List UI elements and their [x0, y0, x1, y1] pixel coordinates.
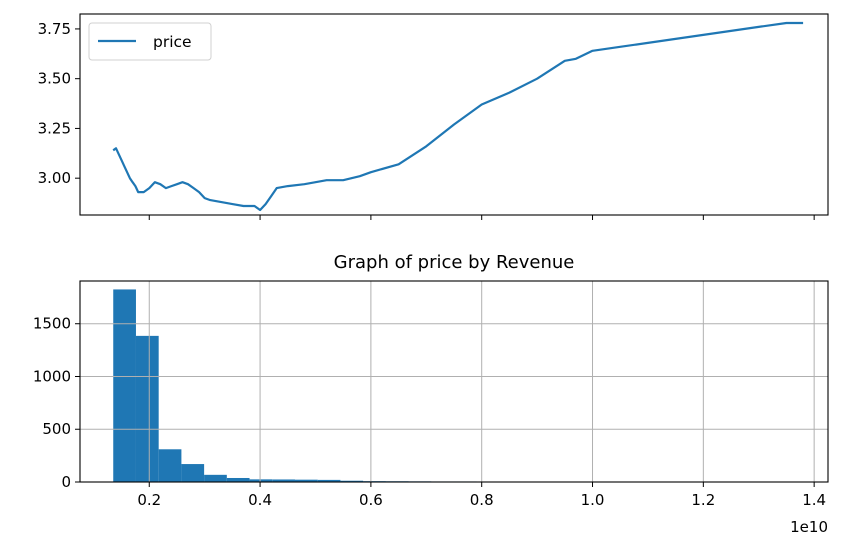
line-x-ticks: [148, 215, 815, 220]
legend: price: [88, 22, 212, 61]
y-tick-label: 3.25: [38, 119, 71, 137]
x-tick-label: 1.4: [802, 491, 826, 509]
histogram-bar: [340, 480, 364, 482]
histogram-bar: [113, 289, 136, 482]
histogram-bar: [135, 335, 159, 482]
histogram-bars: [113, 289, 804, 482]
legend-label-price: price: [153, 33, 192, 51]
histogram-bar: [317, 479, 341, 482]
x-tick-label: 0.8: [470, 491, 494, 509]
line-y-ticks: 3.00 3.25 3.50 3.75: [38, 20, 80, 187]
line-subplot: 3.00 3.25 3.50 3.75 price: [38, 13, 829, 220]
histogram-title: Graph of price by Revenue: [334, 252, 575, 273]
x-tick-label: 1.2: [691, 491, 715, 509]
x-axis-offset-label: 1e10: [790, 518, 828, 536]
x-tick-label: 0.4: [248, 491, 272, 509]
x-tick-label: 0.6: [359, 491, 383, 509]
x-tick-label: 0.2: [137, 491, 161, 509]
histogram-bar: [158, 449, 182, 482]
histogram-bar: [204, 474, 227, 482]
y-tick-label: 3.00: [38, 169, 71, 187]
y-tick-label: 3.50: [38, 70, 71, 88]
histogram-bar: [272, 479, 295, 482]
histogram-bar: [181, 464, 205, 482]
x-tick-label: 1.0: [581, 491, 605, 509]
histogram-y-ticks: 0 500 1000 1500: [33, 315, 80, 491]
line-axes-frame: [79, 13, 829, 216]
y-tick-label: 3.75: [38, 20, 71, 38]
histogram-x-ticks: 0.2 0.4 0.6 0.8 1.0 1.2 1.4: [137, 482, 826, 509]
histogram-bar: [294, 479, 318, 482]
histogram-bar: [249, 479, 273, 482]
y-tick-label: 500: [42, 420, 71, 438]
histogram-axes-frame: [79, 280, 829, 483]
y-tick-label: 1500: [33, 315, 71, 333]
y-tick-label: 1000: [33, 367, 71, 385]
price-line: [112, 21, 804, 212]
legend-box: [88, 22, 212, 61]
line-series: [112, 21, 804, 212]
histogram-subplot: Graph of price by Revenue 0 500 1000 1500 0…: [33, 252, 829, 536]
histogram-bar: [226, 477, 250, 482]
y-tick-label: 0: [61, 473, 71, 491]
